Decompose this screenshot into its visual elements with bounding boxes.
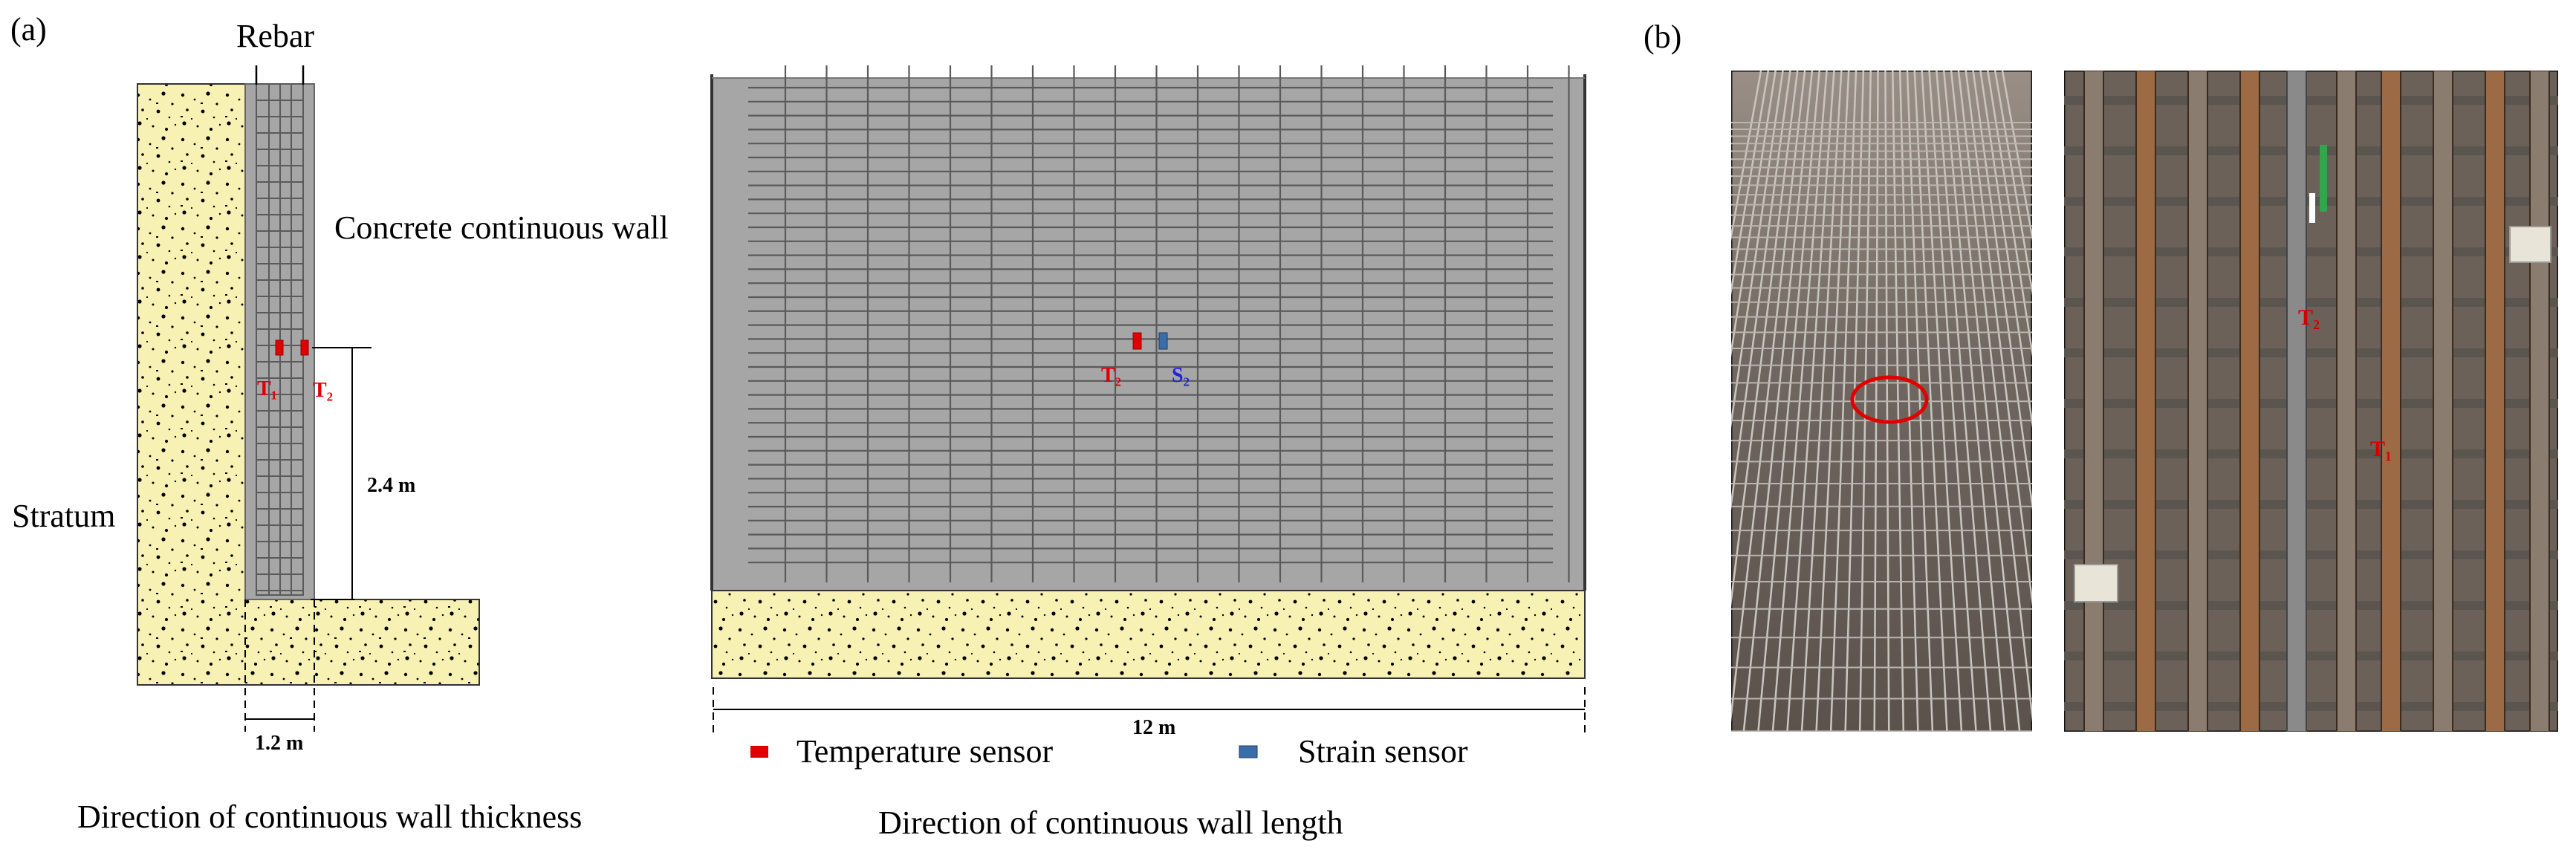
spacer-block-left <box>2074 564 2118 602</box>
sensor-t2-front-label: T₂ <box>1101 364 1122 387</box>
instrumented-rebar <box>2286 71 2307 732</box>
rebar-cage <box>256 83 304 596</box>
rebar-ticks <box>255 65 305 85</box>
temperature-sensor-front <box>1132 332 1142 350</box>
photo-t2-label: T₂ <box>2298 305 2320 330</box>
photo-vertical-bars <box>2083 71 2550 732</box>
sensor-location-circle <box>1850 375 1929 424</box>
temperature-sensor-t1 <box>275 339 284 356</box>
white-sensor-marker <box>2309 193 2315 223</box>
wall-body <box>712 78 1585 591</box>
photo-rebar-closeup <box>2064 71 2558 732</box>
legend-temperature-label: Temperature sensor <box>797 733 1054 770</box>
height-dimension-label: 2.4 m <box>367 474 416 497</box>
length-dimension-label: 12 m <box>1132 716 1176 739</box>
sensor-s2-front-label: S₂ <box>1172 364 1190 387</box>
length-dimension-line <box>713 687 1586 735</box>
rebar-label: Rebar <box>236 18 315 54</box>
rebar-horizontal-bars <box>748 86 1553 564</box>
caption-thickness: Direction of continuous wall thickness <box>77 799 583 835</box>
wall-cross-section <box>137 65 480 732</box>
legend-strain-label: Strain sensor <box>1298 733 1468 770</box>
panel-b-tag: (b) <box>1644 19 1682 55</box>
temperature-sensor-t2 <box>300 339 309 356</box>
strain-sensor-front <box>1158 332 1168 350</box>
photo-mesh-horizontal <box>1731 122 2032 732</box>
green-sensor-marker <box>2320 145 2327 212</box>
stratum-strip <box>711 590 1586 679</box>
rebar-vertical-bars <box>784 65 1570 582</box>
legend-temperature-marker <box>750 746 768 758</box>
caption-length: Direction of continuous wall length <box>878 805 1343 841</box>
photo-t1-label: T₁ <box>2370 437 2392 461</box>
stratum-label: Stratum <box>12 498 116 534</box>
spacer-block-right <box>2509 226 2551 263</box>
panel-a-tag: (a) <box>10 11 47 48</box>
thickness-dimension-label: 1.2 m <box>255 732 304 755</box>
sensor-t1-label: T₁ <box>257 377 278 400</box>
concrete-wall-label: Concrete continuous wall <box>334 209 669 246</box>
sensor-t2-label: T₂ <box>313 379 334 402</box>
height-dimension-line <box>311 347 372 600</box>
thickness-dimension-line <box>244 599 315 732</box>
legend-strain-marker <box>1239 745 1258 758</box>
photo-rebar-mesh-overview <box>1731 71 2032 732</box>
wall-front-elevation <box>710 65 1586 758</box>
